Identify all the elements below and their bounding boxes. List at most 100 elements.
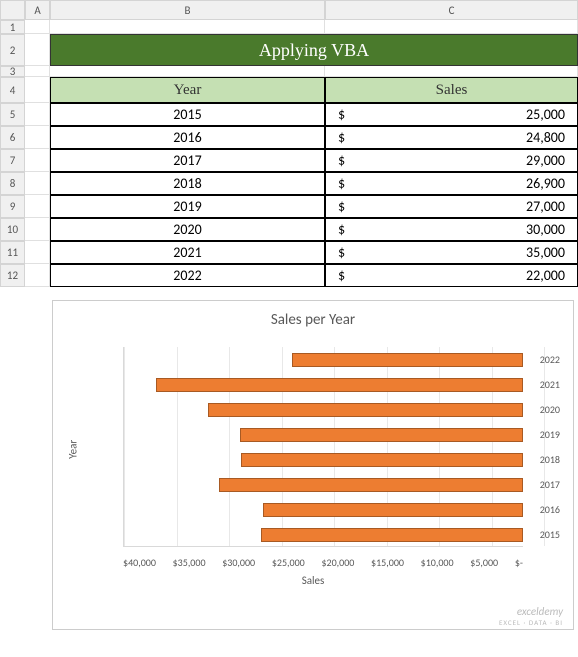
row-header-6[interactable]: 6: [0, 126, 25, 149]
x-tick: $-: [515, 556, 523, 569]
x-tick: $35,000: [173, 556, 206, 569]
sales-cell[interactable]: $27,000: [325, 195, 578, 218]
sales-cell[interactable]: $29,000: [325, 149, 578, 172]
header-sales[interactable]: Sales: [325, 77, 578, 103]
watermark: exceldemy EXCEL · DATA · BI: [499, 605, 563, 627]
cell-a1[interactable]: [25, 20, 50, 34]
currency-symbol: $: [338, 129, 345, 146]
row-header-7[interactable]: 7: [0, 149, 25, 172]
cell-a11[interactable]: [25, 241, 50, 264]
bar-label: 2018: [540, 453, 560, 466]
cell-a4[interactable]: [25, 77, 50, 103]
chart-area: Year 20222021202020192018201720162015 $4…: [103, 337, 523, 587]
row-header-10[interactable]: 10: [0, 218, 25, 241]
sales-cell[interactable]: $25,000: [325, 103, 578, 126]
x-tick: $30,000: [222, 556, 255, 569]
watermark-sub: EXCEL · DATA · BI: [499, 618, 563, 627]
cell-a5[interactable]: [25, 103, 50, 126]
chart-bar: 2017: [219, 478, 524, 492]
chart-bar: 2016: [263, 503, 523, 517]
chart-bar: 2015: [261, 528, 524, 542]
currency-symbol: $: [338, 267, 345, 284]
header-year[interactable]: Year: [50, 77, 325, 103]
currency-symbol: $: [338, 198, 345, 215]
cell-b1[interactable]: [50, 20, 325, 34]
x-tick: $20,000: [321, 556, 354, 569]
bar-label: 2021: [540, 378, 560, 391]
cell-c1[interactable]: [325, 20, 578, 34]
bar-label: 2022: [540, 353, 560, 366]
bar-label: 2015: [540, 528, 560, 541]
sales-value: 35,000: [526, 244, 565, 261]
x-tick: $10,000: [421, 556, 454, 569]
bar-label: 2016: [540, 503, 560, 516]
bars-region: 2022 2021 2020 2019 2018 2017 2016 2015: [123, 347, 523, 547]
currency-symbol: $: [338, 152, 345, 169]
row-header-5[interactable]: 5: [0, 103, 25, 126]
currency-symbol: $: [338, 106, 345, 123]
cell-c3[interactable]: [325, 66, 578, 77]
sales-cell[interactable]: $35,000: [325, 241, 578, 264]
cell-b3[interactable]: [50, 66, 325, 77]
chart-bar: 2019: [240, 428, 524, 442]
chart-bar: 2021: [156, 378, 524, 392]
currency-symbol: $: [338, 175, 345, 192]
x-tick: $25,000: [272, 556, 305, 569]
year-cell[interactable]: 2015: [50, 103, 325, 126]
row-header-9[interactable]: 9: [0, 195, 25, 218]
row-header-2[interactable]: 2: [0, 34, 25, 66]
cell-a2[interactable]: [25, 34, 50, 66]
chart-bar: 2022: [292, 353, 523, 367]
title-cell[interactable]: Applying VBA: [50, 34, 578, 66]
row-header-3[interactable]: 3: [0, 66, 25, 77]
sales-value: 25,000: [526, 106, 565, 123]
corner-cell[interactable]: [0, 0, 25, 20]
sales-value: 24,800: [526, 129, 565, 146]
col-header-b[interactable]: B: [50, 0, 325, 20]
x-tick: $15,000: [371, 556, 404, 569]
x-axis-label: Sales: [302, 574, 325, 587]
row-header-8[interactable]: 8: [0, 172, 25, 195]
cell-a8[interactable]: [25, 172, 50, 195]
sales-value: 29,000: [526, 152, 565, 169]
spreadsheet-grid: A B C 1 2 Applying VBA 3 4 Year Sales 5 2…: [0, 0, 578, 287]
sales-cell[interactable]: $22,000: [325, 264, 578, 287]
gridline: [124, 347, 125, 546]
chart-container[interactable]: Sales per Year Year 2022 2021 2020 2019 2018…: [52, 300, 574, 630]
row-header-11[interactable]: 11: [0, 241, 25, 264]
sales-value: 22,000: [526, 267, 565, 284]
y-axis-label: Year: [67, 440, 80, 459]
year-cell[interactable]: 2022: [50, 264, 325, 287]
cell-a6[interactable]: [25, 126, 50, 149]
year-cell[interactable]: 2017: [50, 149, 325, 172]
row-header-12[interactable]: 12: [0, 264, 25, 287]
year-cell[interactable]: 2018: [50, 172, 325, 195]
sales-cell[interactable]: $24,800: [325, 126, 578, 149]
col-header-a[interactable]: A: [25, 0, 50, 20]
cell-a10[interactable]: [25, 218, 50, 241]
sales-value: 27,000: [526, 198, 565, 215]
cell-a3[interactable]: [25, 66, 50, 77]
sales-value: 26,900: [526, 175, 565, 192]
sales-cell[interactable]: $30,000: [325, 218, 578, 241]
currency-symbol: $: [338, 221, 345, 238]
year-cell[interactable]: 2020: [50, 218, 325, 241]
cell-a9[interactable]: [25, 195, 50, 218]
sales-value: 30,000: [526, 221, 565, 238]
row-header-4[interactable]: 4: [0, 77, 25, 103]
row-header-1[interactable]: 1: [0, 20, 25, 34]
bar-label: 2017: [540, 478, 560, 491]
chart-bar: 2020: [208, 403, 523, 417]
cell-a12[interactable]: [25, 264, 50, 287]
chart-title: Sales per Year: [63, 311, 563, 329]
year-cell[interactable]: 2021: [50, 241, 325, 264]
bar-label: 2020: [540, 403, 560, 416]
bar-label: 2019: [540, 428, 560, 441]
chart-bar: 2018: [241, 453, 523, 467]
watermark-main: exceldemy: [499, 605, 563, 618]
col-header-c[interactable]: C: [325, 0, 578, 20]
year-cell[interactable]: 2016: [50, 126, 325, 149]
year-cell[interactable]: 2019: [50, 195, 325, 218]
cell-a7[interactable]: [25, 149, 50, 172]
sales-cell[interactable]: $26,900: [325, 172, 578, 195]
